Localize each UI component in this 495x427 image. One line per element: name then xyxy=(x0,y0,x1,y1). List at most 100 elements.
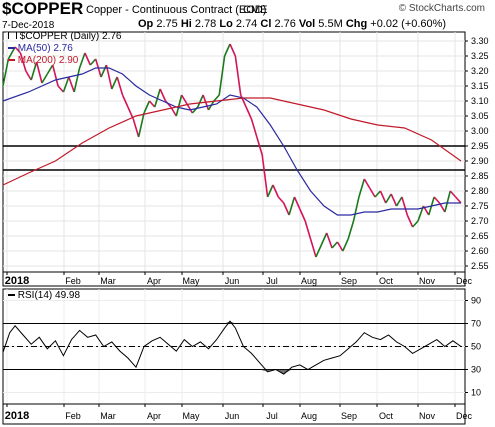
price-segment xyxy=(148,100,156,108)
price-segment xyxy=(406,214,414,228)
legend-ma200: MA(200) 2.90 xyxy=(8,55,78,66)
price-segment xyxy=(379,190,387,204)
price-segment xyxy=(455,196,462,204)
price-segment xyxy=(121,94,129,108)
price-segment xyxy=(234,55,242,96)
price-segment xyxy=(288,196,296,216)
price-segment xyxy=(444,190,452,213)
legend-ma200-swatch xyxy=(8,59,15,62)
price-segment xyxy=(282,202,290,216)
ma200-line xyxy=(2,97,462,186)
price-segment xyxy=(385,193,392,204)
rsi-ytick-label: 30 xyxy=(471,365,481,375)
low-value: 2.74 xyxy=(235,18,258,30)
chart-instrument-name: Copper - Continuous Contract (EOD) xyxy=(86,4,267,16)
xtick-label: Dec xyxy=(456,276,473,286)
price-segment xyxy=(223,43,231,57)
price-segment xyxy=(229,43,237,57)
price-segment xyxy=(352,196,360,222)
price-segment xyxy=(41,73,49,84)
xtick-label: Apr xyxy=(147,276,161,286)
price-segment xyxy=(277,196,285,204)
price-segment xyxy=(412,220,419,228)
price-segment xyxy=(180,94,188,105)
price-segment xyxy=(62,76,70,93)
price-segment xyxy=(78,52,86,69)
price-segment xyxy=(19,52,27,72)
xtick-label: Mar xyxy=(100,411,116,421)
rsi-ytick-label: 90 xyxy=(471,296,481,306)
price-segment xyxy=(250,118,258,138)
rsi-ytick-label: 10 xyxy=(471,388,481,398)
legend-rsi-swatch xyxy=(8,294,15,297)
xtick-label: Nov xyxy=(419,411,436,421)
rsi-ytick-label: 70 xyxy=(471,319,481,329)
price-segment xyxy=(368,187,376,198)
price-segment xyxy=(89,58,97,66)
price-segment xyxy=(374,190,382,198)
chart-exchange: CME xyxy=(243,4,268,16)
price-segment xyxy=(293,196,301,210)
price-segment xyxy=(336,241,344,252)
legend-price-label: $COPPER (Daily) 2.76 xyxy=(19,31,122,42)
price-ytick-label: 2.60 xyxy=(471,246,489,256)
price-ytick-label: 2.85 xyxy=(471,171,489,181)
price-segment xyxy=(401,196,409,216)
price-ytick-label: 2.75 xyxy=(471,201,489,211)
price-ytick-label: 3.05 xyxy=(471,111,489,121)
price-segment xyxy=(347,220,355,240)
legend-ma50: MA(50) 2.76 xyxy=(8,43,73,54)
price-segment xyxy=(256,136,263,156)
xtick-label: Jul xyxy=(266,411,278,421)
price-ytick-label: 2.55 xyxy=(471,261,489,271)
price-ytick-label: 3.00 xyxy=(471,126,489,136)
legend-ma200-label: MA(200) 2.90 xyxy=(17,55,79,66)
high-value: 2.78 xyxy=(194,18,217,30)
price-ytick-label: 2.65 xyxy=(471,231,489,241)
price-segment xyxy=(304,220,312,240)
price-segment xyxy=(105,64,113,90)
price-segment xyxy=(116,76,124,96)
price-segment xyxy=(449,190,457,198)
price-segment xyxy=(111,76,118,90)
xtick-label: Sep xyxy=(341,411,357,421)
price-segment xyxy=(84,52,92,66)
high-label: Hi xyxy=(180,18,192,30)
price-segment xyxy=(2,58,10,87)
price-segment xyxy=(14,46,22,54)
xtick-label: Dec xyxy=(456,411,473,421)
legend-rsi: RSI(14) 49.98 xyxy=(8,290,80,301)
close-label: Cl xyxy=(260,18,272,30)
chg-value: +0.02 (+0.60%) xyxy=(370,18,447,30)
price-segment xyxy=(266,184,274,198)
price-ytick-label: 2.80 xyxy=(471,186,489,196)
xtick-label: Oct xyxy=(379,411,394,421)
price-segment xyxy=(57,85,65,93)
xtick-label: 2018 xyxy=(5,275,29,287)
xtick-label: Aug xyxy=(301,276,317,286)
xtick-label: Mar xyxy=(100,276,116,286)
price-ytick-label: 2.70 xyxy=(471,216,489,226)
price-segment xyxy=(218,55,226,96)
xtick-label: Aug xyxy=(301,411,317,421)
xtick-label: Nov xyxy=(419,276,436,286)
price-segment xyxy=(68,76,75,93)
price-ytick-label: 3.25 xyxy=(471,51,489,61)
price-segment xyxy=(175,94,183,117)
xtick-label: May xyxy=(182,411,200,421)
price-segment xyxy=(320,232,328,246)
price-segment xyxy=(46,64,54,75)
price-segment xyxy=(358,178,366,198)
price-segment xyxy=(390,193,398,207)
rsi-ytick-label: 50 xyxy=(471,342,481,352)
xtick-label: Sep xyxy=(341,276,357,286)
xtick-label: Jun xyxy=(225,276,240,286)
price-segment xyxy=(197,94,204,108)
xtick-label: May xyxy=(182,276,200,286)
xtick-label: Oct xyxy=(379,276,394,286)
price-segment xyxy=(363,178,371,189)
price-ytick-label: 3.20 xyxy=(471,66,489,76)
price-segment xyxy=(100,64,108,78)
price-segment xyxy=(186,103,194,114)
